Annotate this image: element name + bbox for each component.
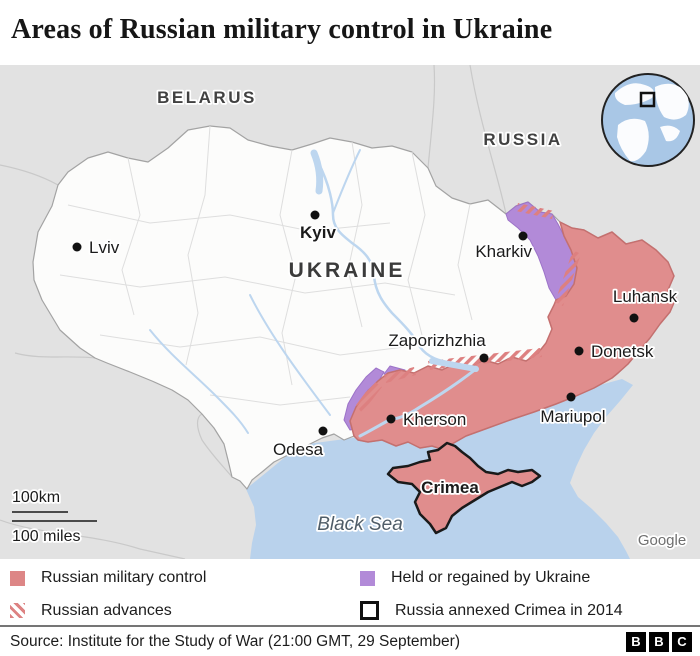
city-dot-kherson (386, 414, 396, 424)
globe-inset (601, 73, 695, 167)
legend-item-russian-control: Russian military control (10, 569, 360, 587)
legend-label: Held or regained by Ukraine (391, 569, 591, 586)
city-label-mariupol: Mariupol (540, 407, 605, 426)
city-dot-kharkiv (518, 231, 528, 241)
source-attribution: Source: Institute for the Study of War (… (10, 632, 460, 650)
legend-label: Russian military control (41, 569, 207, 586)
city-dot-odesa (318, 426, 328, 436)
city-label-donetsk: Donetsk (591, 342, 654, 361)
footer: Source: Institute for the Study of War (… (0, 625, 700, 656)
bbc-logo-block: B (626, 631, 646, 652)
country-label-russia: RUSSIA (483, 130, 562, 149)
hatched-swatch-icon (10, 603, 25, 618)
city-dot-donetsk (574, 346, 584, 356)
city-label-odesa: Odesa (273, 440, 324, 459)
city-dot-luhansk (629, 313, 639, 323)
city-label-luhansk: Luhansk (613, 287, 678, 306)
scale-bar: 100km 100 miles (10, 487, 97, 547)
bbc-logo-block: C (672, 631, 692, 652)
city-label-kharkiv: Kharkiv (475, 242, 532, 261)
google-watermark: Google (638, 532, 686, 549)
legend-item-annexed-crimea: Russia annexed Crimea in 2014 (360, 601, 700, 620)
rivers (149, 149, 479, 438)
legend-label: Russia annexed Crimea in 2014 (395, 601, 623, 619)
map-legend: Russian military control Held or regaine… (0, 559, 700, 625)
oblast-borders (59, 125, 473, 406)
city-dot-mariupol (566, 392, 576, 402)
scale-miles-label: 100 miles (12, 528, 80, 545)
neighbor-borders (0, 65, 507, 559)
purple-fill-swatch-icon (360, 570, 375, 586)
legend-item-held-by-ukraine: Held or regained by Ukraine (360, 569, 700, 587)
city-label-zaporizhzhia: Zaporizhzhia (388, 331, 486, 350)
city-dot-zaporizhzhia (479, 353, 489, 363)
country-label-ukraine: UKRAINE (289, 259, 406, 282)
city-dots (72, 210, 639, 436)
legend-item-russian-advances: Russian advances (10, 601, 360, 620)
bbc-logo: B B C (626, 631, 692, 652)
country-label-belarus: BELARUS (157, 88, 257, 107)
city-dot-kyiv (310, 210, 320, 220)
scale-km-label: 100km (12, 489, 60, 506)
legend-label: Russian advances (41, 601, 172, 619)
ukraine-control-map: 100km 100 miles BELARUS RUSSIA UKRAINE B… (0, 65, 700, 559)
sea-label: Black Sea (317, 514, 403, 535)
city-label-lviv: Lviv (89, 238, 120, 257)
page-title: Areas of Russian military control in Ukr… (11, 14, 553, 45)
region-label-crimea: Crimea (421, 478, 479, 497)
crimea-outline (386, 441, 542, 535)
bbc-logo-block: B (649, 631, 669, 652)
city-label-kherson: Kherson (403, 410, 466, 429)
city-label-kyiv: Kyiv (300, 223, 336, 242)
globe-continents (614, 83, 689, 162)
red-fill-swatch-icon (10, 570, 25, 586)
outline-swatch-icon (360, 601, 379, 620)
city-dot-lviv (72, 242, 82, 252)
globe-ukraine-marker (639, 91, 656, 108)
